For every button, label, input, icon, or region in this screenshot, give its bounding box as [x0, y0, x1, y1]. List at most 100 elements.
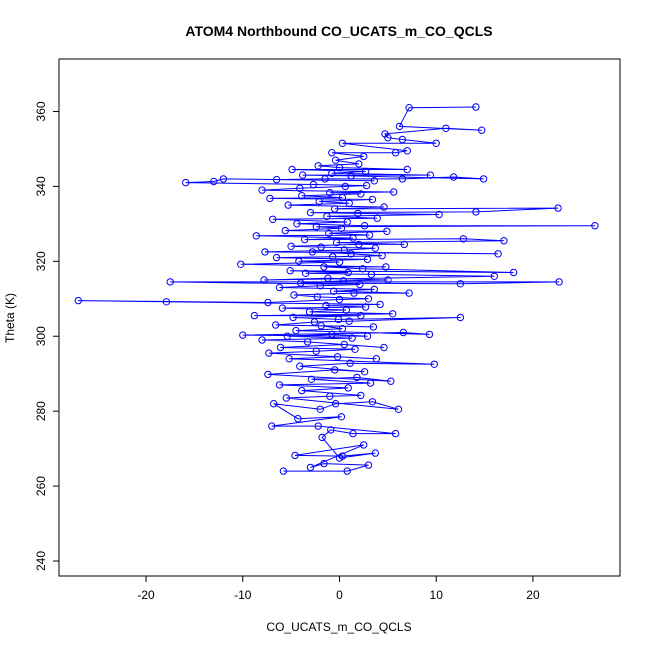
data-point: [346, 359, 354, 367]
data-point: [268, 422, 276, 430]
data-point: [289, 313, 297, 322]
data-point: [291, 451, 299, 460]
data-point: [266, 194, 274, 203]
data-point: [364, 461, 373, 469]
data-point: [360, 222, 369, 230]
data-point: [500, 237, 508, 245]
chart-title: ATOM4 Northbound CO_UCATS_m_CO_QCLS: [185, 23, 492, 39]
data-point: [332, 238, 341, 247]
data-point: [456, 313, 465, 322]
data-point: [306, 463, 315, 472]
data-point: [306, 208, 315, 217]
data-point: [345, 317, 353, 325]
data-point: [472, 103, 480, 111]
data-point: [478, 126, 486, 134]
data-point: [380, 343, 388, 352]
x-axis-label: CO_UCATS_m_CO_QCLS: [266, 620, 411, 634]
data-point: [219, 175, 228, 183]
data-point: [328, 169, 336, 178]
data-point: [340, 340, 348, 349]
data-point: [435, 210, 443, 219]
data-point: [335, 163, 344, 172]
data-point: [335, 258, 344, 266]
data-point: [365, 231, 374, 239]
data-point: [342, 306, 350, 314]
x-tick-label: -10: [234, 588, 252, 602]
data-point: [343, 467, 351, 475]
data-point: [371, 449, 379, 457]
data-point: [459, 235, 467, 243]
data-point: [456, 280, 465, 288]
data-point: [74, 296, 83, 305]
data-point: [354, 209, 362, 218]
data-point: [320, 459, 328, 468]
data-point: [405, 104, 413, 112]
y-tick-label: 360: [34, 101, 48, 121]
data-point: [331, 205, 339, 213]
data-point: [349, 429, 357, 438]
data-point: [369, 323, 378, 331]
data-point: [357, 311, 365, 320]
data-point: [432, 139, 440, 148]
x-tick-label: -20: [137, 588, 155, 602]
data-point: [394, 405, 403, 413]
data-point: [317, 322, 325, 330]
data-point: [356, 280, 364, 289]
data-point: [337, 413, 346, 421]
data-point: [275, 381, 284, 389]
data-point: [361, 303, 370, 311]
data-point: [344, 268, 352, 277]
data-point: [162, 298, 171, 306]
data-point: [322, 301, 330, 310]
data-point: [313, 293, 321, 301]
data-point: [425, 330, 434, 339]
data-point: [555, 278, 563, 286]
data-point: [324, 274, 332, 282]
data-point: [426, 171, 435, 179]
data-point: [331, 156, 340, 164]
x-axis: -20 -10 0 10 20: [137, 576, 540, 602]
data-point: [347, 172, 355, 180]
y-tick-label: 320: [34, 251, 48, 271]
data-point: [237, 260, 245, 268]
data-point: [371, 244, 379, 252]
data-point: [341, 182, 349, 191]
data-point: [335, 295, 344, 304]
data-point: [317, 243, 325, 251]
data-point: [351, 345, 359, 353]
data-point: [239, 331, 247, 339]
data-point: [360, 152, 368, 161]
x-tick-label: 0: [336, 588, 343, 602]
data-layer: [74, 103, 599, 475]
data-point: [383, 227, 391, 236]
data-point: [384, 276, 392, 284]
data-point: [323, 212, 331, 221]
data-point: [381, 130, 389, 138]
data-point: [357, 190, 365, 198]
data-point: [344, 384, 352, 392]
data-point: [316, 282, 324, 290]
data-point: [329, 253, 337, 261]
data-point: [347, 250, 355, 258]
data-point: [373, 214, 381, 222]
data-point: [363, 332, 372, 340]
data-point: [376, 300, 384, 309]
data-point: [326, 392, 334, 400]
data-point: [343, 218, 351, 226]
data-point: [333, 353, 342, 361]
data-point: [400, 240, 408, 249]
data-point: [359, 265, 367, 273]
data-point: [308, 248, 317, 256]
data-point: [350, 289, 358, 297]
data-point: [275, 283, 284, 292]
data-point: [272, 253, 281, 262]
data-point: [331, 366, 339, 374]
data-point: [318, 433, 326, 442]
data-point: [276, 343, 285, 352]
data-point: [362, 181, 371, 190]
data-point: [278, 304, 287, 312]
data-point: [442, 124, 450, 133]
data-point: [320, 263, 328, 271]
